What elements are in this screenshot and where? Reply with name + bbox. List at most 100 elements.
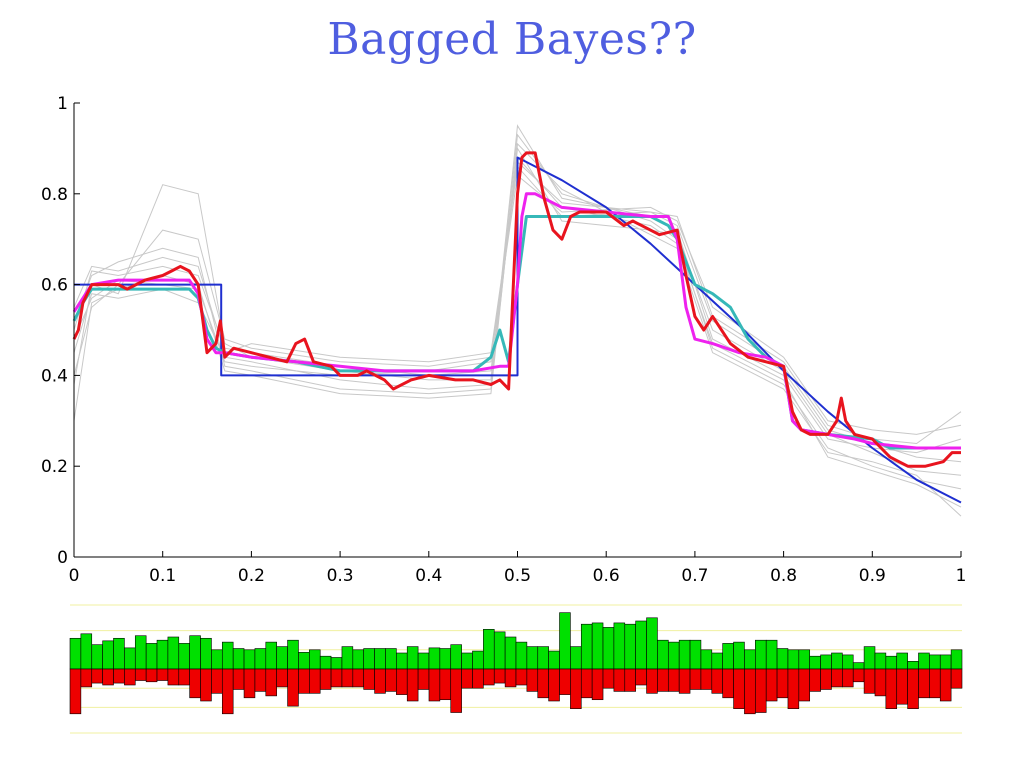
negative-bar xyxy=(341,668,354,688)
positive-bar xyxy=(472,650,484,670)
y-tick-label: 1 xyxy=(57,94,68,114)
positive-bar xyxy=(80,633,93,670)
positive-bar xyxy=(428,647,441,670)
negative-bar xyxy=(374,668,386,694)
negative-bar xyxy=(493,668,506,684)
positive-bar xyxy=(330,657,343,670)
negative-bar xyxy=(842,668,854,688)
y-tick-label: 0 xyxy=(57,548,68,568)
positive-bar xyxy=(69,637,82,670)
positive-bar xyxy=(809,655,821,670)
bars-layer xyxy=(69,612,963,715)
x-tick-label: 0.8 xyxy=(770,566,797,586)
positive-bar xyxy=(287,639,299,670)
positive-bar xyxy=(602,627,615,670)
negative-bar xyxy=(178,668,190,686)
positive-bar xyxy=(874,652,887,670)
positive-bar xyxy=(548,650,560,670)
positive-bar xyxy=(178,643,190,670)
positive-bar xyxy=(700,649,713,670)
negative-bar xyxy=(472,668,484,689)
positive-bar xyxy=(559,612,571,670)
positive-bar xyxy=(341,646,354,670)
negative-bar xyxy=(646,668,658,694)
negative-bar xyxy=(504,668,517,688)
slide-title: Bagged Bayes?? xyxy=(327,14,697,65)
positive-bar xyxy=(787,649,800,670)
negative-bar xyxy=(733,668,745,709)
bootstrap-curve-8 xyxy=(73,142,962,517)
positive-bar xyxy=(211,649,223,670)
negative-bar xyxy=(744,668,756,715)
positive-bar xyxy=(352,649,365,670)
positive-bar xyxy=(167,636,180,670)
positive-bar xyxy=(580,623,593,670)
negative-bar xyxy=(330,668,343,688)
positive-bar xyxy=(124,647,136,670)
x-tick-label: 0.4 xyxy=(415,566,442,586)
negative-bar xyxy=(232,668,245,690)
true-function-line xyxy=(74,156,962,504)
negative-bar xyxy=(950,668,963,689)
positive-bar xyxy=(439,648,452,670)
negative-bar xyxy=(298,668,310,694)
negative-bar xyxy=(385,668,397,692)
negative-bar xyxy=(559,668,571,695)
positive-bar xyxy=(820,654,832,670)
negative-bar xyxy=(417,668,430,690)
axes-layer: 0 0.1 0.2 0.3 0.4 0.5 0.6 0.7 0.8 0.9 1 0 0.2 0.4 0.6 0… xyxy=(41,94,966,586)
positive-bar xyxy=(733,641,745,670)
positive-bar xyxy=(319,655,332,670)
red-fit-line xyxy=(72,151,961,468)
positive-bar xyxy=(635,620,647,670)
positive-bar xyxy=(711,652,723,670)
positive-bar xyxy=(537,646,549,670)
negative-bar xyxy=(678,668,691,694)
negative-bar xyxy=(765,668,778,702)
positive-bar xyxy=(624,623,636,670)
positive-bar xyxy=(254,648,267,670)
negative-bar xyxy=(221,668,234,715)
negative-bar xyxy=(211,668,223,694)
negative-bar xyxy=(624,668,636,692)
negative-bar xyxy=(102,668,114,686)
positive-bar xyxy=(374,648,386,670)
negative-bar xyxy=(602,668,615,689)
negative-bar xyxy=(69,668,82,715)
positive-bar xyxy=(798,649,811,670)
positive-bar xyxy=(145,643,158,670)
negative-bar xyxy=(939,668,952,702)
negative-bar xyxy=(852,668,865,683)
x-tick-label: 0.6 xyxy=(593,566,620,586)
x-tick-label: 0.9 xyxy=(859,566,886,586)
negative-bar xyxy=(319,668,332,690)
positive-bar xyxy=(939,654,952,670)
positive-bar xyxy=(526,646,539,670)
negative-bar xyxy=(537,668,549,699)
negative-bar xyxy=(722,668,734,699)
negative-bar xyxy=(145,668,158,683)
positive-bar xyxy=(613,622,626,670)
positive-bar xyxy=(200,637,212,670)
negative-bar xyxy=(700,668,713,690)
positive-bar xyxy=(722,643,734,670)
positive-bar xyxy=(450,644,462,670)
positive-bar xyxy=(276,646,288,670)
bootstrap-curves-layer xyxy=(73,124,962,517)
positive-bar xyxy=(667,641,680,670)
positive-bar xyxy=(91,644,103,670)
positive-bar xyxy=(863,646,876,670)
negative-bar xyxy=(831,668,843,688)
positive-bar xyxy=(950,649,963,670)
negative-bar xyxy=(156,668,169,681)
negative-bar xyxy=(820,668,832,690)
negative-bar xyxy=(613,668,626,692)
negative-bar xyxy=(363,668,375,690)
positive-bar xyxy=(831,652,843,670)
negative-bar xyxy=(276,668,288,688)
y-tick-label: 0.2 xyxy=(41,457,68,477)
positive-bar xyxy=(907,661,919,670)
negative-bar xyxy=(755,668,767,713)
negative-bar xyxy=(874,668,887,697)
positive-bar xyxy=(417,652,430,670)
